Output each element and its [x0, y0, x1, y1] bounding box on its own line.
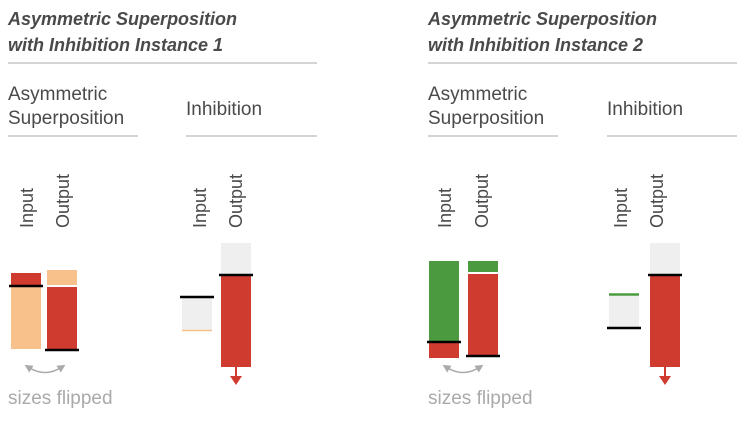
instance-1-inhib-output-label: Output: [226, 174, 246, 228]
instance-1-asym-input-orange-segment: [11, 286, 41, 349]
instance-1-inhib-label: Inhibition: [186, 99, 262, 120]
instance-2-asym-input-green-segment: [429, 261, 459, 342]
instance-2-asym-input-red-segment: [429, 343, 459, 358]
instance-1-inhib-input-gray-block: [182, 298, 212, 330]
instance-2-asym-input-label: Input: [435, 188, 455, 228]
instance-1-asym-label-line1: Asymmetric: [8, 84, 107, 105]
instance-1-asym-input-red-segment: [11, 273, 41, 286]
instance-1-asym-input-label: Input: [17, 188, 37, 228]
instance-2-inhib-output-red-segment: [650, 276, 680, 367]
instance-1-inhib-input-label: Input: [190, 188, 210, 228]
instance-2-asym-output-green-segment: [468, 261, 498, 272]
instance-1-inhib-output-red-segment: [221, 276, 251, 367]
instance-1-swap-arrow-icon: [24, 364, 66, 374]
instance-2-inhib-down-arrow-icon: [659, 376, 671, 385]
instance-1-inhib-down-arrow-icon: [230, 376, 242, 385]
instance-1-title-line1: Asymmetric Superposition: [7, 9, 237, 29]
instance-2-swap-arrow-icon: [442, 364, 484, 374]
instance-2-sizes-flipped-note: sizes flipped: [428, 388, 533, 409]
instance-1-sizes-flipped-note: sizes flipped: [8, 388, 113, 409]
instance-2-inhib-input-label: Input: [611, 188, 631, 228]
instance-2-title-line2: with Inhibition Instance 2: [428, 35, 643, 55]
instance-2-asym-output-red-segment: [468, 274, 498, 356]
instance-2-asym-output-label: Output: [472, 174, 492, 228]
instance-2: Asymmetric Superposition with Inhibition…: [427, 9, 737, 409]
instance-2-inhib-output-gray-block: [650, 243, 680, 275]
instance-1-asym-output-orange-segment: [47, 270, 77, 285]
instance-1: Asymmetric Superposition with Inhibition…: [7, 9, 317, 409]
instance-1-asym-output-red-segment: [47, 287, 77, 349]
instance-1-asym-label-line2: Superposition: [8, 108, 124, 129]
instance-1-title-line2: with Inhibition Instance 1: [8, 35, 223, 55]
instance-2-inhib-input-gray-block: [609, 296, 639, 328]
instance-2-asym-label-line1: Asymmetric: [428, 84, 527, 105]
instance-2-title-line1: Asymmetric Superposition: [427, 9, 657, 29]
instance-2-inhib-output-label: Output: [647, 174, 667, 228]
instance-2-inhib-label: Inhibition: [607, 99, 683, 120]
instance-1-asym-output-label: Output: [53, 174, 73, 228]
instance-1-inhib-output-gray-block: [221, 243, 251, 275]
instance-2-asym-label-line2: Superposition: [428, 108, 544, 129]
